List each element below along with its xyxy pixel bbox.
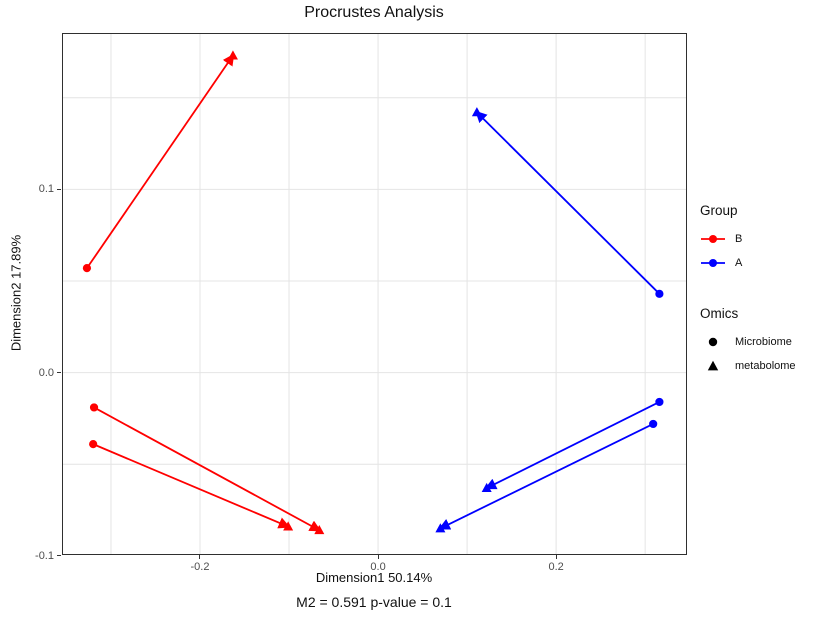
legend-label-Microbiome: Microbiome <box>735 336 792 348</box>
metabolome-point-A <box>471 107 482 117</box>
legend-point <box>709 259 717 267</box>
plot-title: Procrustes Analysis <box>304 4 444 21</box>
legend-omics-block: Omics Microbiome metabolome <box>700 306 830 378</box>
legend-circle-marker <box>708 337 718 347</box>
procrustes-segment-B <box>92 443 291 529</box>
legend-label-B: B <box>735 233 743 245</box>
legend-key-B <box>701 235 725 243</box>
microbiome-point-A <box>655 397 664 407</box>
y-tick-label: -0.1 <box>35 549 54 562</box>
legend-item-group-B: B <box>700 227 830 251</box>
y-tick-mark <box>57 555 61 557</box>
legend-key-A <box>701 259 725 267</box>
x-axis-title: Dimension1 50.14% <box>315 570 433 585</box>
legend-label-A: A <box>735 257 743 269</box>
stats-caption: M2 = 0.591 p-value = 0.1 <box>296 594 452 610</box>
y-tick-label: 0.0 <box>38 366 54 379</box>
data-marks <box>82 50 664 535</box>
procrustes-segment-A <box>484 401 660 490</box>
metabolome-point-B <box>283 521 294 531</box>
legend-group-title: Group <box>700 203 738 218</box>
legend-item-omics-metabolome: metabolome <box>700 354 830 378</box>
procrustes-segment-B <box>93 406 322 532</box>
plot-canvas <box>62 33 687 555</box>
metabolome-point-A <box>481 482 492 493</box>
y-axis-title: Dimension2 17.89% <box>8 234 24 352</box>
metabolome-point-A <box>435 523 446 533</box>
legend-triangle-marker <box>707 360 719 371</box>
legend-omics-title: Omics <box>700 306 739 321</box>
y-tick-mark <box>57 372 61 374</box>
microbiome-point-B <box>82 264 92 273</box>
plot-panel <box>62 33 687 555</box>
microbiome-point-B <box>89 403 99 412</box>
procrustes-segment-A <box>475 110 661 295</box>
legend-key-metabolome <box>707 360 719 371</box>
legend-label-metabolome: metabolome <box>735 360 796 372</box>
gridlines <box>62 33 687 555</box>
metabolome-point-B <box>314 525 325 535</box>
x-tick-label: 0.0 <box>370 561 386 573</box>
panel-border <box>62 33 687 555</box>
legend-key-Microbiome <box>708 337 718 347</box>
microbiome-point-A <box>655 289 664 298</box>
metabolome-point-B <box>227 50 238 60</box>
x-tick-mark <box>377 555 379 559</box>
procrustes-segment-B <box>86 53 235 269</box>
x-tick-label: 0.2 <box>548 561 564 573</box>
legend-point <box>709 235 717 243</box>
x-tick-mark <box>199 555 201 559</box>
legend-item-group-A: A <box>700 251 830 275</box>
x-tick-mark <box>555 555 557 559</box>
microbiome-point-B <box>89 440 98 449</box>
procrustes-segment-A <box>438 423 654 530</box>
legend-item-omics-Microbiome: Microbiome <box>700 330 830 354</box>
y-tick-mark <box>57 188 61 190</box>
x-tick-label: -0.2 <box>190 561 210 573</box>
microbiome-point-A <box>649 419 658 429</box>
y-tick-label: 0.1 <box>38 183 54 196</box>
